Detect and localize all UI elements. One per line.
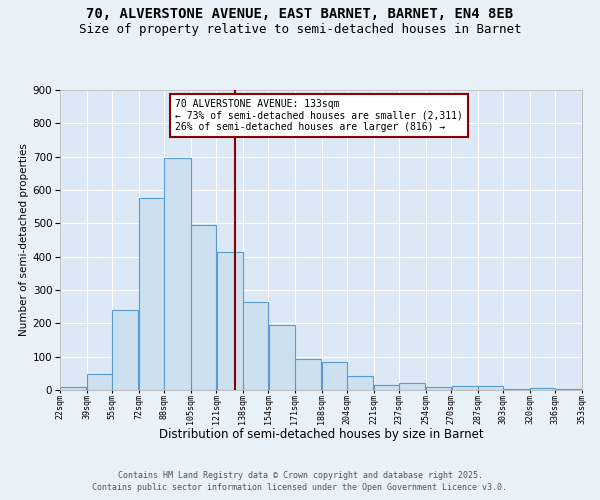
Y-axis label: Number of semi-detached properties: Number of semi-detached properties [19, 144, 29, 336]
X-axis label: Distribution of semi-detached houses by size in Barnet: Distribution of semi-detached houses by … [158, 428, 484, 442]
Bar [87, 374, 112, 390]
Bar [347, 376, 373, 390]
Bar [374, 385, 398, 390]
Bar [164, 158, 191, 390]
Bar [61, 388, 86, 390]
Bar [530, 388, 555, 390]
Bar [244, 302, 268, 390]
Bar [191, 225, 216, 390]
Bar [452, 386, 478, 390]
Text: Size of property relative to semi-detached houses in Barnet: Size of property relative to semi-detach… [79, 22, 521, 36]
Text: 70, ALVERSTONE AVENUE, EAST BARNET, BARNET, EN4 8EB: 70, ALVERSTONE AVENUE, EAST BARNET, BARN… [86, 8, 514, 22]
Text: Contains HM Land Registry data © Crown copyright and database right 2025.
Contai: Contains HM Land Registry data © Crown c… [92, 471, 508, 492]
Bar [503, 389, 530, 390]
Bar [139, 198, 164, 390]
Bar [556, 389, 581, 390]
Bar [295, 360, 322, 390]
Bar [112, 310, 139, 390]
Text: 70 ALVERSTONE AVENUE: 133sqm
← 73% of semi-detached houses are smaller (2,311)
2: 70 ALVERSTONE AVENUE: 133sqm ← 73% of se… [175, 99, 463, 132]
Bar [322, 362, 347, 390]
Bar [400, 382, 425, 390]
Bar [478, 386, 503, 390]
Bar [426, 388, 451, 390]
Bar [217, 252, 242, 390]
Bar [269, 325, 295, 390]
